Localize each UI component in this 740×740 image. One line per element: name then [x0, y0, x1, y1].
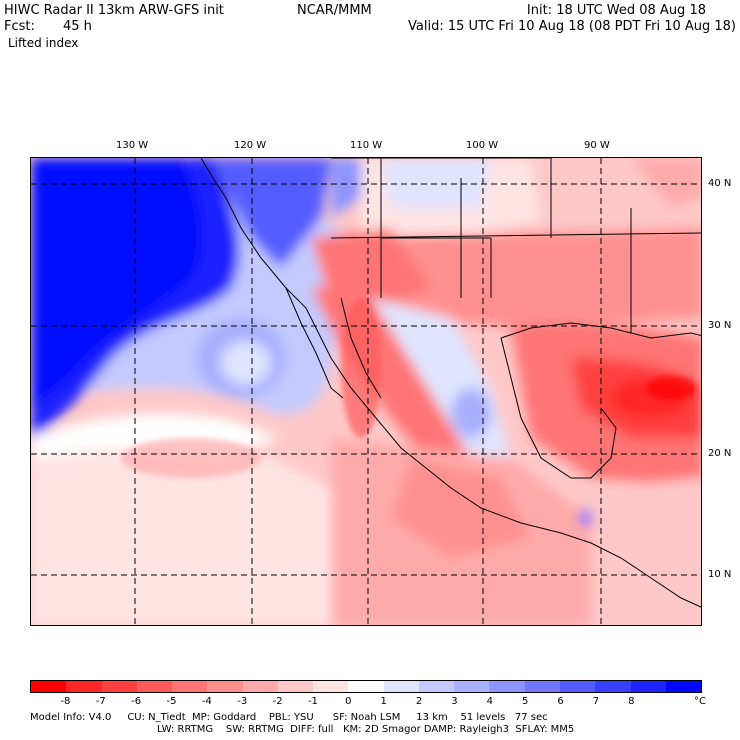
colorbar-swatch [348, 681, 384, 692]
lat-label: 20 N [708, 448, 732, 459]
colorbar-tick-label: 4 [486, 696, 493, 707]
colorbar [30, 680, 702, 693]
colorbar-swatch [489, 681, 525, 692]
colorbar-swatch [630, 681, 666, 692]
model-info-line2: LW: RRTMG SW: RRTMG DIFF: full KM: 2D Sm… [157, 724, 575, 735]
colorbar-tick-label: 5 [521, 696, 529, 707]
model-title: HIWC Radar II 13km ARW-GFS init [4, 3, 224, 18]
colorbar-tick-label: 2 [415, 696, 423, 707]
colorbar-tick-label: 7 [592, 696, 600, 707]
colorbar-swatch [454, 681, 490, 692]
colorbar-swatch [277, 681, 314, 692]
colorbar-swatch [665, 681, 702, 692]
colorbar-swatch [595, 681, 631, 692]
lifted-index-map [30, 157, 702, 626]
colorbar-tick-label: -2 [272, 696, 283, 707]
colorbar-swatch [172, 681, 208, 692]
colorbar-swatch [313, 681, 349, 692]
forecast-hour: 45 h [63, 19, 92, 34]
colorbar-tick-label: 1 [380, 696, 387, 707]
colorbar-tick-label: -8 [60, 696, 71, 707]
lat-label: 30 N [708, 320, 732, 331]
lon-label: 90 W [584, 140, 610, 151]
lon-label: 110 W [350, 140, 383, 151]
forecast-label: Fcst: [4, 19, 35, 34]
colorbar-tick-label: 3 [451, 696, 458, 707]
colorbar-tick-label: 0 [345, 696, 352, 707]
colorbar-swatch [524, 681, 560, 692]
lon-label: 130 W [116, 140, 149, 151]
map-canvas [31, 158, 701, 625]
lat-lon-grid [31, 158, 701, 625]
field-name: Lifted index [8, 36, 79, 50]
model-info-line1: Model Info: V4.0 CU: N_Tiedt MP: Goddard… [30, 712, 548, 723]
colorbar-unit: °C [694, 696, 706, 707]
colorbar-swatch [242, 681, 278, 692]
colorbar-swatch [101, 681, 137, 692]
colorbar-tick-label: -4 [201, 696, 212, 707]
lat-label: 10 N [708, 569, 732, 580]
colorbar-swatch [31, 681, 67, 692]
colorbar-tick-label: 8 [628, 696, 635, 707]
colorbar-swatch [207, 681, 243, 692]
valid-time: Valid: 15 UTC Fri 10 Aug 18 (08 PDT Fri … [408, 19, 736, 34]
colorbar-swatch [136, 681, 173, 692]
colorbar-swatch [66, 681, 102, 692]
colorbar-tick-label: 6 [557, 696, 564, 707]
colorbar-swatch [418, 681, 455, 692]
colorbar-tick-label: -6 [131, 696, 142, 707]
colorbar-tick-label: -1 [307, 696, 318, 707]
lon-label: 100 W [466, 140, 499, 151]
lat-label: 40 N [708, 178, 732, 189]
init-time: Init: 18 UTC Wed 08 Aug 18 [526, 3, 706, 18]
org-label: NCAR/MMM [297, 3, 372, 18]
lon-label: 120 W [234, 140, 267, 151]
coastlines [200, 158, 701, 608]
colorbar-tick-label: -3 [237, 696, 248, 707]
colorbar-swatch [383, 681, 419, 692]
colorbar-tick-label: -5 [166, 696, 177, 707]
colorbar-swatch [559, 681, 596, 692]
colorbar-tick-label: -7 [95, 696, 106, 707]
